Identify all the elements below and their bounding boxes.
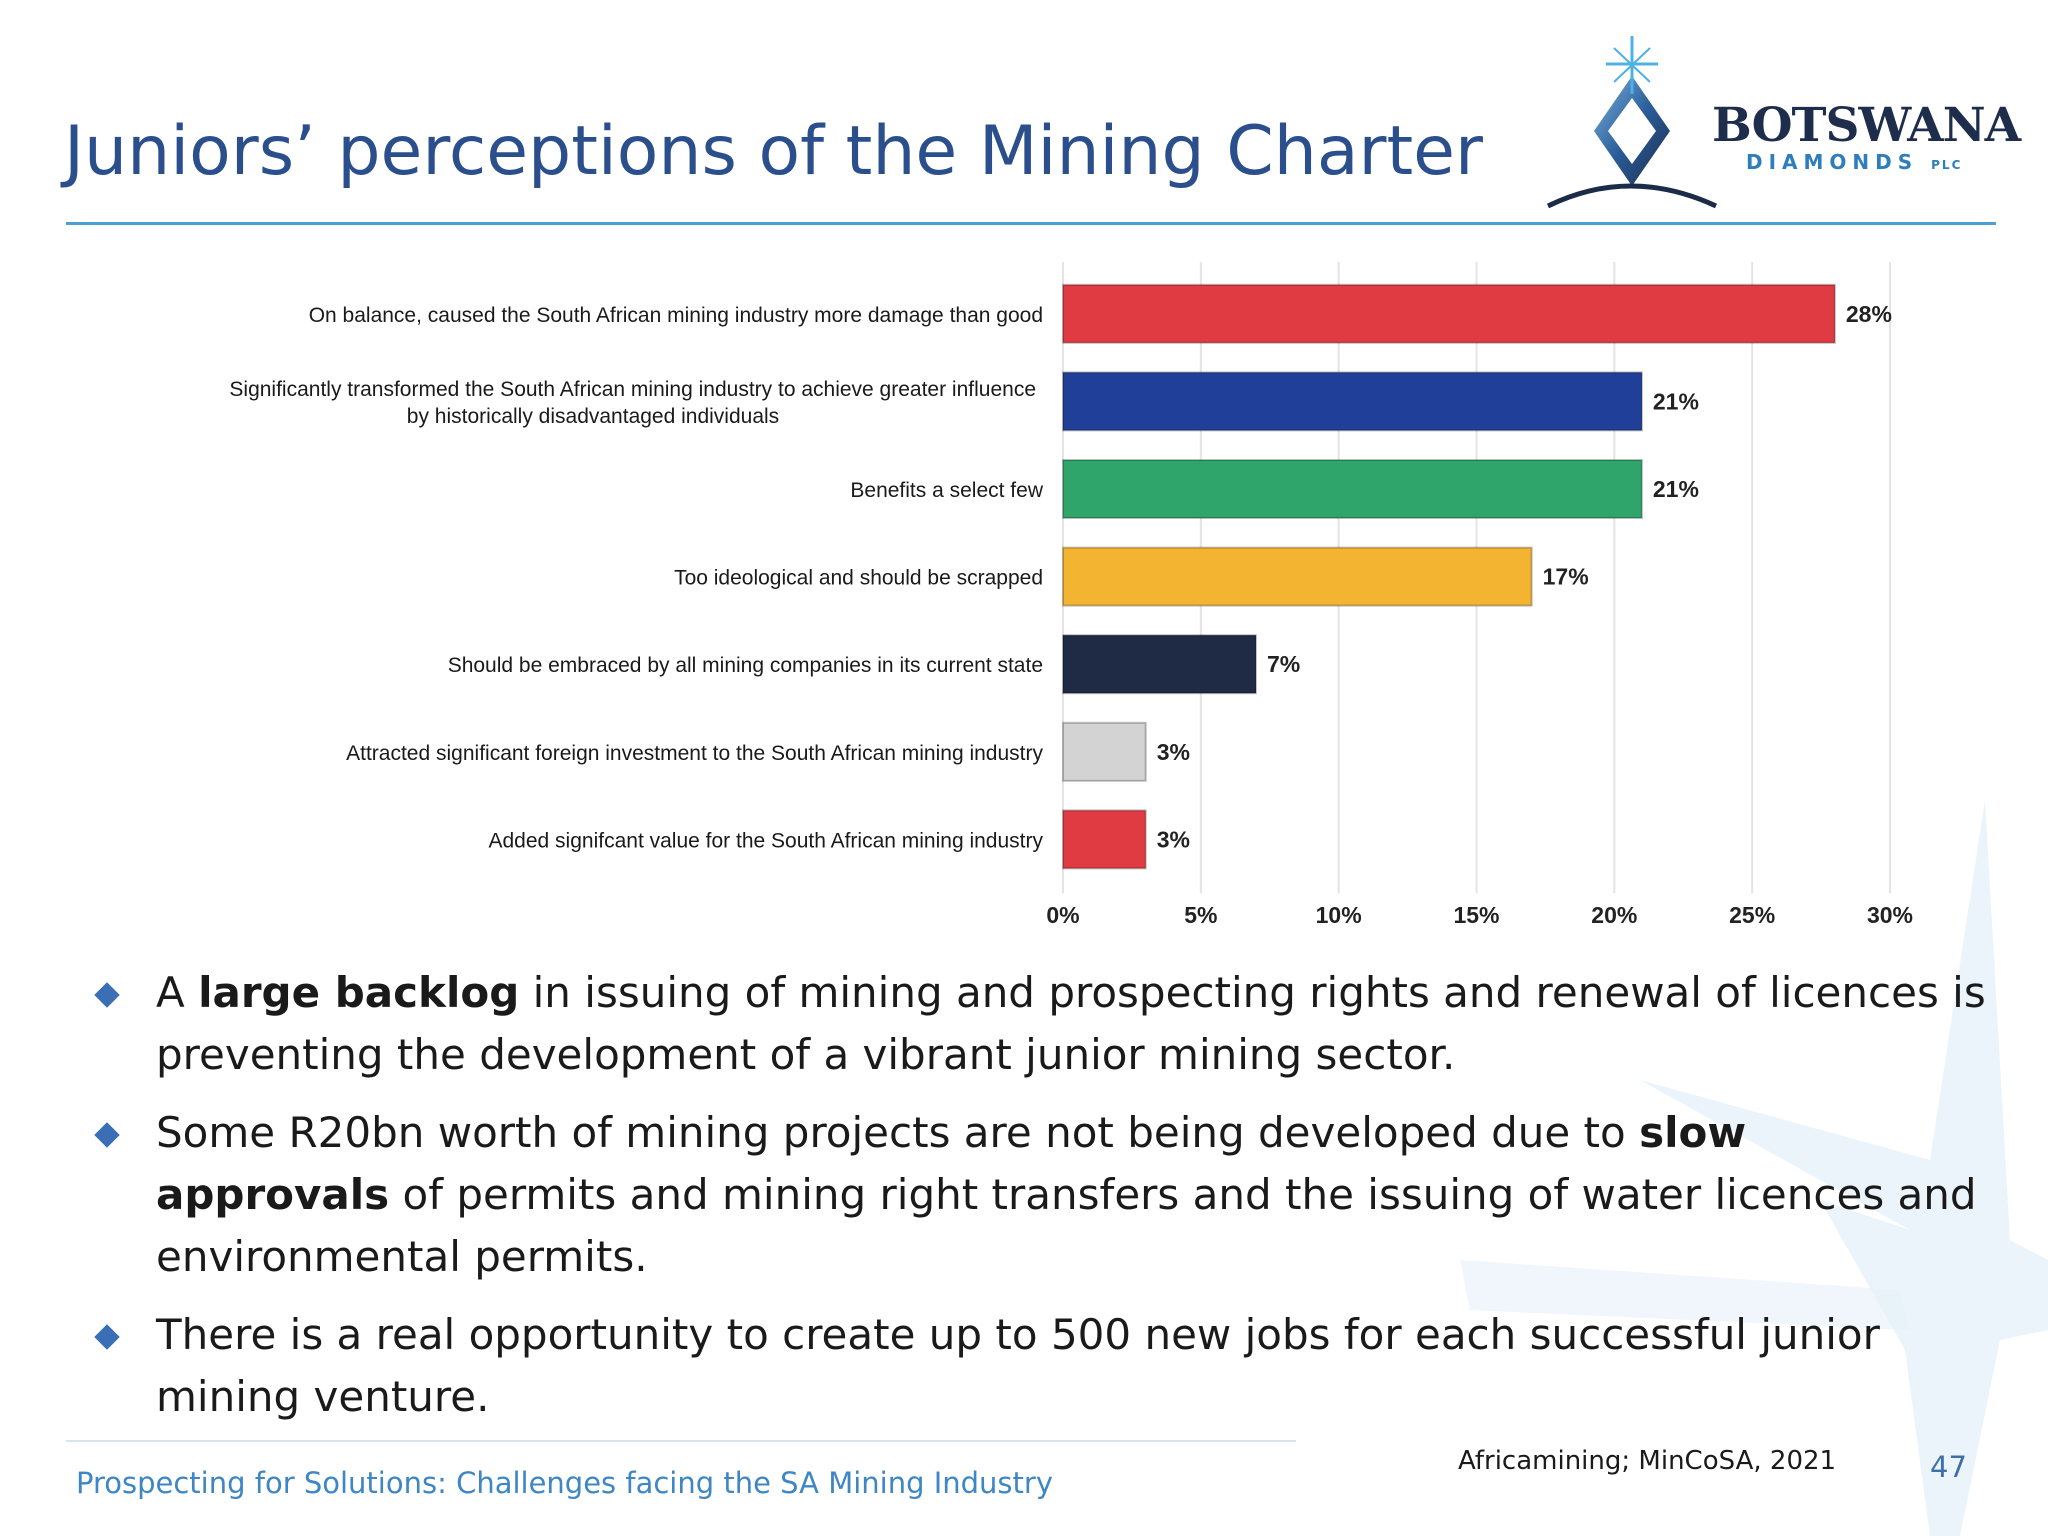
x-tick-label: 30% (1867, 902, 1913, 928)
diamond-icon (1546, 36, 1718, 209)
category-label: Benefits a select few (850, 479, 1043, 502)
x-tick-label: 5% (1184, 902, 1217, 928)
category-label: Added signifcant value for the South Afr… (489, 829, 1044, 852)
x-tick-label: 0% (1046, 902, 1079, 928)
value-label: 21% (1653, 476, 1699, 502)
botswana-diamonds-logo (1546, 36, 1718, 209)
footer-presentation-title: Prospecting for Solutions: Challenges fa… (76, 1466, 1053, 1500)
diamond-bullet-icon (94, 982, 120, 1008)
category-label: On balance, caused the South African min… (309, 304, 1043, 327)
value-label: 7% (1267, 651, 1300, 677)
logo-wordmark: BOTSWANA (1712, 98, 2021, 153)
bullet-emphasis: slow approvals (156, 1108, 1747, 1219)
bullet-item: A large backlog in issuing of mining and… (90, 962, 1990, 1086)
category-label: Significantly transformed the South Afri… (229, 378, 1036, 401)
slide-title: Juniors’ perceptions of the Mining Chart… (64, 112, 1483, 191)
bullet-text: Some R20bn worth of mining projects are … (156, 1108, 1640, 1157)
bullet-text: of permits and mining right transfers an… (156, 1170, 1977, 1281)
category-label: Should be embraced by all mining compani… (448, 654, 1043, 677)
logo-subtitle: DIAMONDS PLC (1746, 150, 1963, 174)
x-tick-label: 25% (1729, 902, 1775, 928)
value-label: 28% (1846, 301, 1892, 327)
category-label: Too ideological and should be scrapped (674, 567, 1043, 590)
bar (1062, 459, 1643, 519)
bullet-text: in issuing of mining and prospecting rig… (156, 968, 1986, 1079)
diamond-bullet-icon (94, 1324, 120, 1350)
category-label: by historically disadvantaged individual… (407, 405, 779, 428)
bar (1062, 634, 1257, 695)
bullet-list: A large backlog in issuing of mining and… (90, 962, 1990, 1444)
value-label: 3% (1157, 826, 1190, 852)
bar (1062, 809, 1147, 870)
bar (1062, 546, 1533, 607)
bullet-emphasis: large backlog (198, 968, 520, 1017)
title-underline (66, 222, 1996, 225)
bullet-item: There is a real opportunity to create up… (90, 1304, 1990, 1428)
bar (1062, 283, 1836, 344)
perceptions-bar-chart: On balance, caused the South African min… (229, 262, 1913, 928)
bullet-text: A (156, 968, 199, 1017)
source-citation: Africamining; MinCoSA, 2021 (1458, 1446, 1837, 1476)
x-tick-label: 10% (1316, 902, 1362, 928)
category-label: Attracted significant foreign investment… (346, 742, 1043, 765)
page-number: 47 (1930, 1450, 1967, 1484)
diamond-bullet-icon (94, 1122, 120, 1148)
x-tick-label: 15% (1453, 902, 1499, 928)
bar (1062, 721, 1147, 782)
bullet-item: Some R20bn worth of mining projects are … (90, 1102, 1990, 1288)
x-tick-label: 20% (1591, 902, 1637, 928)
value-label: 17% (1543, 564, 1589, 590)
bar (1062, 371, 1643, 432)
value-label: 3% (1157, 739, 1190, 765)
footer-divider (66, 1440, 1296, 1442)
bullet-text: There is a real opportunity to create up… (156, 1310, 1880, 1421)
value-label: 21% (1653, 388, 1699, 414)
